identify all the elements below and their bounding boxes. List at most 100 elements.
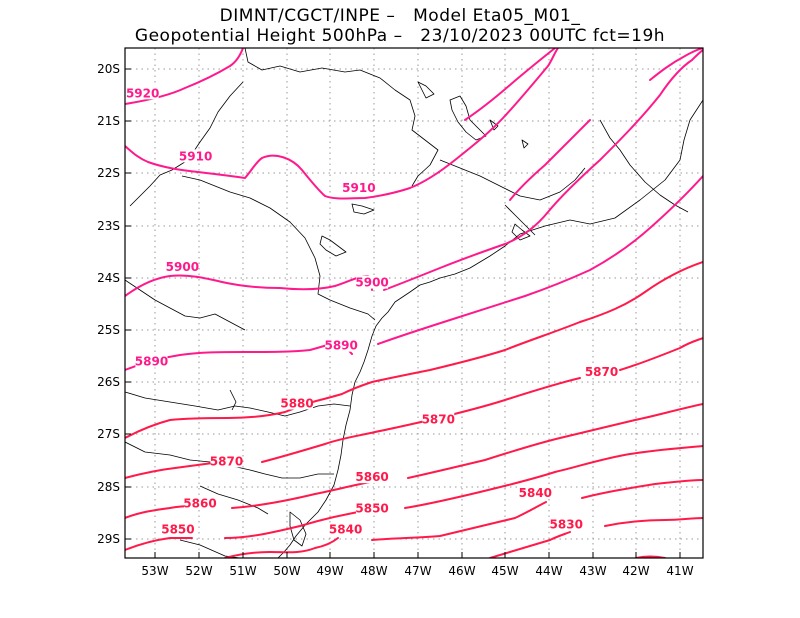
contour-label: 5840 <box>519 486 552 500</box>
contour-label: 5910 <box>342 181 375 195</box>
lake-3 <box>351 203 375 215</box>
lat-label-21S: 21S <box>97 114 120 128</box>
contour-5840 <box>371 501 547 541</box>
contour-5860-e <box>407 403 703 479</box>
contours-low <box>125 261 703 558</box>
contour-5890-e <box>377 175 703 345</box>
contour-label: 5840 <box>329 523 362 537</box>
contour-label: 5860 <box>355 470 388 484</box>
lake-5 <box>511 223 531 241</box>
contour-label: 5920 <box>126 86 159 100</box>
lon-label-42W: 42W <box>622 564 649 578</box>
lat-label-20S: 20S <box>97 62 120 76</box>
contour-5910-east <box>649 48 703 81</box>
contour-5850-e <box>404 445 703 509</box>
contour-5830-e <box>604 517 703 527</box>
contour-label-bg <box>281 396 314 410</box>
contour-5870-w <box>125 461 221 479</box>
lat-label-22S: 22S <box>97 166 120 180</box>
contour-5850 <box>224 509 371 539</box>
lon-label-43W: 43W <box>579 564 606 578</box>
lon-label-53W: 53W <box>141 564 168 578</box>
lon-label-47W: 47W <box>404 564 431 578</box>
contour-label: 5850 <box>161 523 194 537</box>
plot-frame <box>124 47 704 559</box>
lon-label-41W: 41W <box>666 564 693 578</box>
contour-label: 5870 <box>422 412 455 426</box>
lon-axis: 53W 52W 51W 50W 49W 48W 47W 46W 45W 44W … <box>141 552 694 578</box>
contour-label-bg <box>422 412 455 426</box>
contour-5870-e <box>619 337 703 371</box>
lon-label-44W: 44W <box>535 564 562 578</box>
contour-label-bg <box>166 259 199 273</box>
lon-label-52W: 52W <box>185 564 212 578</box>
border-uruguay <box>199 485 269 515</box>
contour-label-bg <box>329 522 362 536</box>
contour-label: 5870 <box>585 365 618 379</box>
contour-label: 5890 <box>135 354 168 368</box>
lat-label-23S: 23S <box>97 219 120 233</box>
lon-label-50W: 50W <box>273 564 300 578</box>
contour-label-bg <box>126 86 159 100</box>
contour-label-bg <box>550 517 583 531</box>
lat-label-24S: 24S <box>97 271 120 285</box>
contour-label-bg <box>356 501 389 515</box>
lat-axis: 20S 21S 22S 23S 24S 25S 26S 27S 28S 29S <box>97 62 131 546</box>
contour-5900-e <box>383 49 703 291</box>
border-sc-rs <box>125 441 334 479</box>
contour-label: 5890 <box>324 339 357 353</box>
contour-5910 <box>125 48 559 200</box>
contour-label-bg <box>356 470 389 484</box>
lat-label-26S: 26S <box>97 375 120 389</box>
lon-label-48W: 48W <box>360 564 387 578</box>
chart-title-line2: Geopotential Height 500hPa – 23/10/2023 … <box>134 26 666 46</box>
contour-5830 <box>489 531 571 558</box>
border-mg-sp <box>244 48 439 187</box>
chart-title-line1: DIMNT/CGCT/INPE – Model Eta05_M01_ <box>219 6 581 26</box>
contour-label-bg <box>342 180 375 194</box>
contour-label: 5850 <box>355 502 388 516</box>
lat-label-27S: 27S <box>97 427 120 441</box>
contour-label-bg <box>325 338 358 352</box>
contour-5880 <box>125 261 703 439</box>
lagoon-dos-patos <box>289 511 307 547</box>
lake-2 <box>319 235 347 257</box>
lake-4 <box>417 81 435 99</box>
contour-5920-east <box>464 48 556 121</box>
coastline <box>277 99 703 558</box>
contour-label-bg <box>356 275 389 289</box>
contour-5900-north <box>509 119 591 201</box>
contours-high <box>125 48 703 371</box>
contour-label-bg <box>519 485 552 499</box>
contour-5840-w <box>224 537 339 558</box>
lat-label-29S: 29S <box>97 532 120 546</box>
lon-label-46W: 46W <box>448 564 475 578</box>
contour-5870 <box>261 377 581 463</box>
contour-label-bg <box>184 496 217 510</box>
lake-1 <box>449 95 487 141</box>
contour-5920 <box>125 48 244 105</box>
border-rs-uy <box>179 539 241 558</box>
contour-label: 5900 <box>355 276 388 290</box>
lake-6 <box>489 119 499 131</box>
contour-label: 5910 <box>179 149 212 163</box>
lat-label-28S: 28S <box>97 480 120 494</box>
border-sp-pr <box>181 175 376 321</box>
contour-label-bg <box>161 522 194 536</box>
lake-7 <box>521 139 529 149</box>
contour-label-bg <box>210 454 243 468</box>
contour-5860 <box>231 481 371 509</box>
contour-label: 5880 <box>280 397 313 411</box>
contour-label-bg <box>135 354 168 368</box>
lon-label-51W: 51W <box>229 564 256 578</box>
contour-label-bg <box>585 364 618 378</box>
lat-label-25S: 25S <box>97 323 120 337</box>
contour-label: 5860 <box>183 496 216 510</box>
border-pr-sc <box>125 391 351 417</box>
contour-labels: 5920 5910 5910 5900 5900 5890 5890 5880 5870 5870… <box>126 86 618 537</box>
lon-label-45W: 45W <box>491 564 518 578</box>
contour-label: 5870 <box>210 454 243 468</box>
border-ms-pr <box>125 279 246 331</box>
contour-label: 5900 <box>166 260 199 274</box>
